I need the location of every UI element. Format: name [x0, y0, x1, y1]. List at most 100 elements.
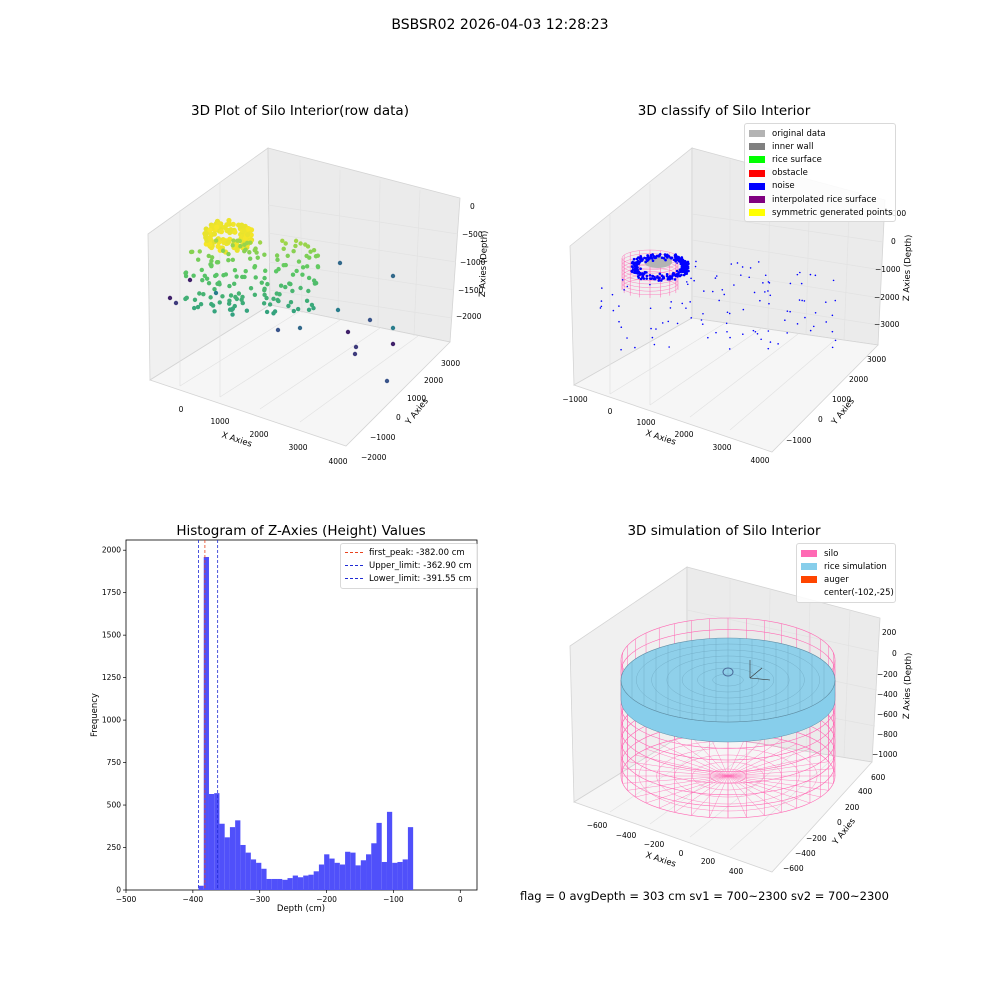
classify-noise-point [681, 264, 685, 268]
raw-point [390, 341, 396, 347]
classify-noise-point [809, 329, 812, 332]
classify-noise-point [767, 330, 770, 332]
raw-point [195, 304, 201, 310]
classify-noise-point [825, 321, 828, 323]
raw-point [264, 309, 270, 315]
classify-noise-point [784, 319, 786, 322]
rice-mesh-ring [636, 643, 820, 717]
classify-noise-point [759, 299, 761, 302]
hist-x-tick-label: −300 [249, 895, 270, 904]
classify-noise-point [650, 327, 652, 330]
legend-swatch [801, 576, 817, 584]
classify-noise-point [741, 266, 744, 268]
sim-x-tick: −400 [616, 831, 637, 840]
classify-noise-point [655, 328, 657, 330]
classify-noise-point [653, 277, 657, 281]
classify-noise-point [648, 273, 652, 277]
classify-noise-point [686, 265, 690, 268]
raw-3d-points [167, 217, 396, 384]
sim-y-tick: −600 [783, 864, 804, 873]
classify-x-tick: 1000 [636, 418, 655, 427]
classify-noise-point [648, 277, 652, 280]
classify-noise-point [796, 323, 799, 325]
sim-x-ticks: −600 −400 −200 0 200 400 [587, 821, 744, 876]
hist-bars [198, 556, 414, 890]
raw-y-tick: 0 [396, 413, 401, 422]
raw-point [213, 238, 219, 243]
raw-z-tick: 0 [470, 202, 475, 211]
raw-point [335, 307, 341, 313]
classify-noise-point [799, 271, 801, 274]
hist-bar [392, 862, 398, 890]
hist-plot-title: Histogram of Z-Axies (Height) Values [176, 523, 426, 539]
classify-noise-point [636, 270, 640, 273]
raw-point [306, 275, 312, 281]
hist-bar [324, 854, 330, 890]
classify-noise-point [639, 257, 643, 260]
hist-bar [271, 878, 278, 890]
raw-point [233, 294, 238, 300]
hist-bar [397, 861, 403, 890]
legend-entry: Lower_limit: -391.55 cm [345, 572, 473, 585]
classify-noise-point [740, 274, 742, 276]
raw-point [311, 247, 317, 253]
hist-bar [313, 871, 319, 890]
classify-noise-point [653, 343, 656, 346]
classify-noise-point [715, 331, 717, 334]
sim-y-tick: −200 [806, 834, 827, 843]
classify-noise-point [675, 269, 679, 273]
raw-z-ticks: 0 −500 −1000 −1500 −2000 [456, 202, 486, 321]
classify-x-ticks: −1000 0 1000 2000 3000 4000 [562, 395, 769, 465]
raw-point [259, 280, 264, 285]
classify-z-tick: 1000 [887, 209, 906, 218]
rice-surface [620, 637, 836, 743]
classify-noise-point [703, 290, 705, 292]
legend-entry: interpolated rice surface [749, 193, 891, 206]
legend-entry: silo [801, 547, 891, 560]
raw-point [242, 235, 248, 242]
legend-entry: symmetric generated points [749, 206, 893, 219]
classify-x-label: X Axies [644, 428, 677, 447]
sim-y-tick: 0 [837, 818, 842, 827]
raw-point [228, 293, 234, 298]
classify-noise-point [645, 277, 648, 280]
sim-x-tick: 200 [701, 857, 716, 866]
hist-y-tick-label: 500 [107, 801, 122, 810]
rice-mesh-ring [712, 673, 744, 687]
classify-noise-point [728, 348, 731, 350]
raw-point [230, 257, 236, 263]
hist-x-tick-label: −400 [183, 895, 204, 904]
classify-noise-point [832, 279, 835, 282]
classify-noise-point [686, 283, 689, 286]
hist-x-label: Depth (cm) [277, 904, 325, 914]
classify-noise-point [814, 311, 817, 314]
classify-noise-point [725, 322, 728, 325]
raw-point [281, 246, 286, 252]
raw-point [296, 259, 302, 264]
classify-noise-point [760, 338, 762, 341]
classify-noise-point [645, 274, 649, 278]
raw-point [232, 229, 238, 235]
classify-noise-point [620, 326, 623, 329]
silo-floor-ring [674, 754, 782, 798]
raw-point [207, 227, 213, 233]
legend-label: symmetric generated points [772, 207, 893, 218]
classify-noise-point [723, 293, 726, 296]
hist-bar [261, 868, 267, 890]
classify-noise-point [649, 307, 652, 310]
classify-noise-point [690, 277, 692, 280]
raw-point [306, 307, 312, 313]
raw-point [283, 262, 288, 268]
classify-noise-point [721, 288, 724, 291]
classify-noise-point [626, 285, 629, 288]
classify-noise-point [715, 275, 718, 277]
raw-point [234, 274, 239, 279]
legend-entry: obstacle [749, 167, 891, 180]
raw-point [238, 224, 244, 230]
classify-noise-point [752, 329, 755, 332]
classify-noise-point [665, 272, 669, 276]
figure-title: BSBSR02 2026-04-03 12:28:23 [391, 17, 609, 33]
classify-noise-point [728, 312, 731, 315]
raw-point [285, 253, 290, 259]
classify-noise-point [730, 263, 733, 265]
